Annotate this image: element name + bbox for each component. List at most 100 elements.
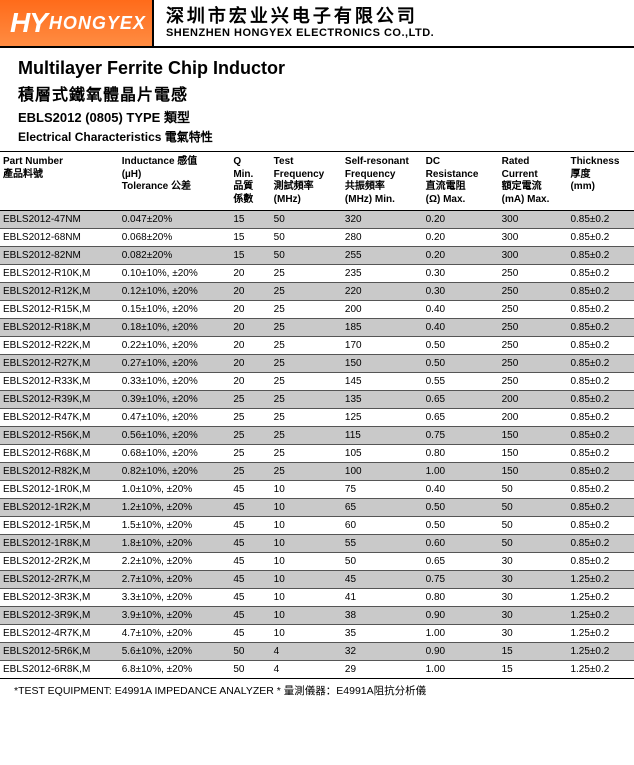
cell-pn: EBLS2012-R18K,M: [0, 319, 119, 337]
cell-dc: 0.90: [423, 643, 499, 661]
cell-rc: 150: [499, 445, 568, 463]
cell-th: 0.85±0.2: [567, 211, 634, 229]
cell-q: 15: [230, 229, 270, 247]
cell-sr: 320: [342, 211, 423, 229]
col-inductance: Inductance 感值(µH)Tolerance 公差: [119, 152, 231, 211]
cell-pn: EBLS2012-R10K,M: [0, 265, 119, 283]
table-row: EBLS2012-R82K,M0.82±10%, ±20%25251001.00…: [0, 463, 634, 481]
cell-rc: 50: [499, 481, 568, 499]
cell-sr: 115: [342, 427, 423, 445]
table-row: EBLS2012-82NM0.082±20%15502550.203000.85…: [0, 247, 634, 265]
cell-rc: 250: [499, 373, 568, 391]
cell-q: 45: [230, 499, 270, 517]
cell-dc: 0.50: [423, 517, 499, 535]
cell-th: 1.25±0.2: [567, 661, 634, 679]
cell-rc: 250: [499, 283, 568, 301]
cell-pn: EBLS2012-1R8K,M: [0, 535, 119, 553]
cell-tf: 25: [271, 319, 342, 337]
cell-tf: 4: [271, 661, 342, 679]
cell-tf: 10: [271, 625, 342, 643]
cell-q: 25: [230, 463, 270, 481]
cell-q: 20: [230, 301, 270, 319]
cell-dc: 0.20: [423, 229, 499, 247]
col-thickness: Thickness厚度(mm): [567, 152, 634, 211]
cell-q: 45: [230, 535, 270, 553]
table-row: EBLS2012-2R7K,M2.7±10%, ±20%4510450.7530…: [0, 571, 634, 589]
cell-sr: 105: [342, 445, 423, 463]
table-row: EBLS2012-68NM0.068±20%15502800.203000.85…: [0, 229, 634, 247]
cell-pn: EBLS2012-4R7K,M: [0, 625, 119, 643]
table-row: EBLS2012-3R9K,M3.9±10%, ±20%4510380.9030…: [0, 607, 634, 625]
cell-q: 25: [230, 427, 270, 445]
table-row: EBLS2012-4R7K,M4.7±10%, ±20%4510351.0030…: [0, 625, 634, 643]
cell-sr: 29: [342, 661, 423, 679]
cell-q: 45: [230, 625, 270, 643]
cell-ind: 3.3±10%, ±20%: [119, 589, 231, 607]
cell-dc: 0.75: [423, 427, 499, 445]
cell-th: 0.85±0.2: [567, 337, 634, 355]
cell-q: 20: [230, 337, 270, 355]
cell-sr: 135: [342, 391, 423, 409]
cell-rc: 50: [499, 499, 568, 517]
cell-tf: 25: [271, 391, 342, 409]
cell-tf: 10: [271, 517, 342, 535]
logo-hy: HY: [10, 7, 47, 39]
cell-sr: 255: [342, 247, 423, 265]
cell-dc: 0.55: [423, 373, 499, 391]
cell-sr: 38: [342, 607, 423, 625]
cell-ind: 0.082±20%: [119, 247, 231, 265]
col-dc-resistance: DCResistance直流電阻(Ω) Max.: [423, 152, 499, 211]
cell-ind: 5.6±10%, ±20%: [119, 643, 231, 661]
cell-th: 0.85±0.2: [567, 535, 634, 553]
cell-dc: 0.80: [423, 445, 499, 463]
cell-ind: 0.15±10%, ±20%: [119, 301, 231, 319]
cell-ind: 2.2±10%, ±20%: [119, 553, 231, 571]
table-row: EBLS2012-3R3K,M3.3±10%, ±20%4510410.8030…: [0, 589, 634, 607]
cell-rc: 30: [499, 553, 568, 571]
cell-pn: EBLS2012-R27K,M: [0, 355, 119, 373]
cell-q: 20: [230, 283, 270, 301]
cell-ind: 0.18±10%, ±20%: [119, 319, 231, 337]
cell-ind: 0.68±10%, ±20%: [119, 445, 231, 463]
cell-pn: EBLS2012-R82K,M: [0, 463, 119, 481]
table-row: EBLS2012-R10K,M0.10±10%, ±20%20252350.30…: [0, 265, 634, 283]
spec-table: Part Number產品料號 Inductance 感值(µH)Toleran…: [0, 151, 634, 679]
cell-rc: 150: [499, 463, 568, 481]
cell-th: 0.85±0.2: [567, 409, 634, 427]
cell-sr: 280: [342, 229, 423, 247]
cell-rc: 30: [499, 625, 568, 643]
cell-th: 0.85±0.2: [567, 319, 634, 337]
cell-tf: 10: [271, 589, 342, 607]
cell-q: 45: [230, 481, 270, 499]
cell-th: 0.85±0.2: [567, 481, 634, 499]
table-row: EBLS2012-47NM0.047±20%15503200.203000.85…: [0, 211, 634, 229]
cell-sr: 185: [342, 319, 423, 337]
cell-pn: EBLS2012-1R0K,M: [0, 481, 119, 499]
col-rated-current: RatedCurrent額定電流(mA) Max.: [499, 152, 568, 211]
cell-rc: 50: [499, 535, 568, 553]
cell-tf: 10: [271, 535, 342, 553]
cell-sr: 50: [342, 553, 423, 571]
cell-dc: 0.50: [423, 337, 499, 355]
cell-dc: 0.90: [423, 607, 499, 625]
cell-dc: 0.40: [423, 481, 499, 499]
col-self-resonant: Self-resonantFrequency共振頻率(MHz) Min.: [342, 152, 423, 211]
cell-rc: 200: [499, 409, 568, 427]
logo-brand: HONGYEX: [49, 13, 146, 34]
table-row: EBLS2012-R22K,M0.22±10%, ±20%20251700.50…: [0, 337, 634, 355]
cell-q: 45: [230, 571, 270, 589]
cell-th: 0.85±0.2: [567, 499, 634, 517]
cell-sr: 235: [342, 265, 423, 283]
cell-th: 1.25±0.2: [567, 625, 634, 643]
cell-sr: 45: [342, 571, 423, 589]
cell-dc: 0.65: [423, 409, 499, 427]
cell-th: 1.25±0.2: [567, 607, 634, 625]
cell-rc: 300: [499, 211, 568, 229]
cell-ind: 0.39±10%, ±20%: [119, 391, 231, 409]
cell-th: 0.85±0.2: [567, 265, 634, 283]
table-row: EBLS2012-R56K,M0.56±10%, ±20%25251150.75…: [0, 427, 634, 445]
cell-th: 0.85±0.2: [567, 247, 634, 265]
col-q-min: QMin.品質係數: [230, 152, 270, 211]
cell-pn: EBLS2012-R22K,M: [0, 337, 119, 355]
cell-th: 0.85±0.2: [567, 301, 634, 319]
